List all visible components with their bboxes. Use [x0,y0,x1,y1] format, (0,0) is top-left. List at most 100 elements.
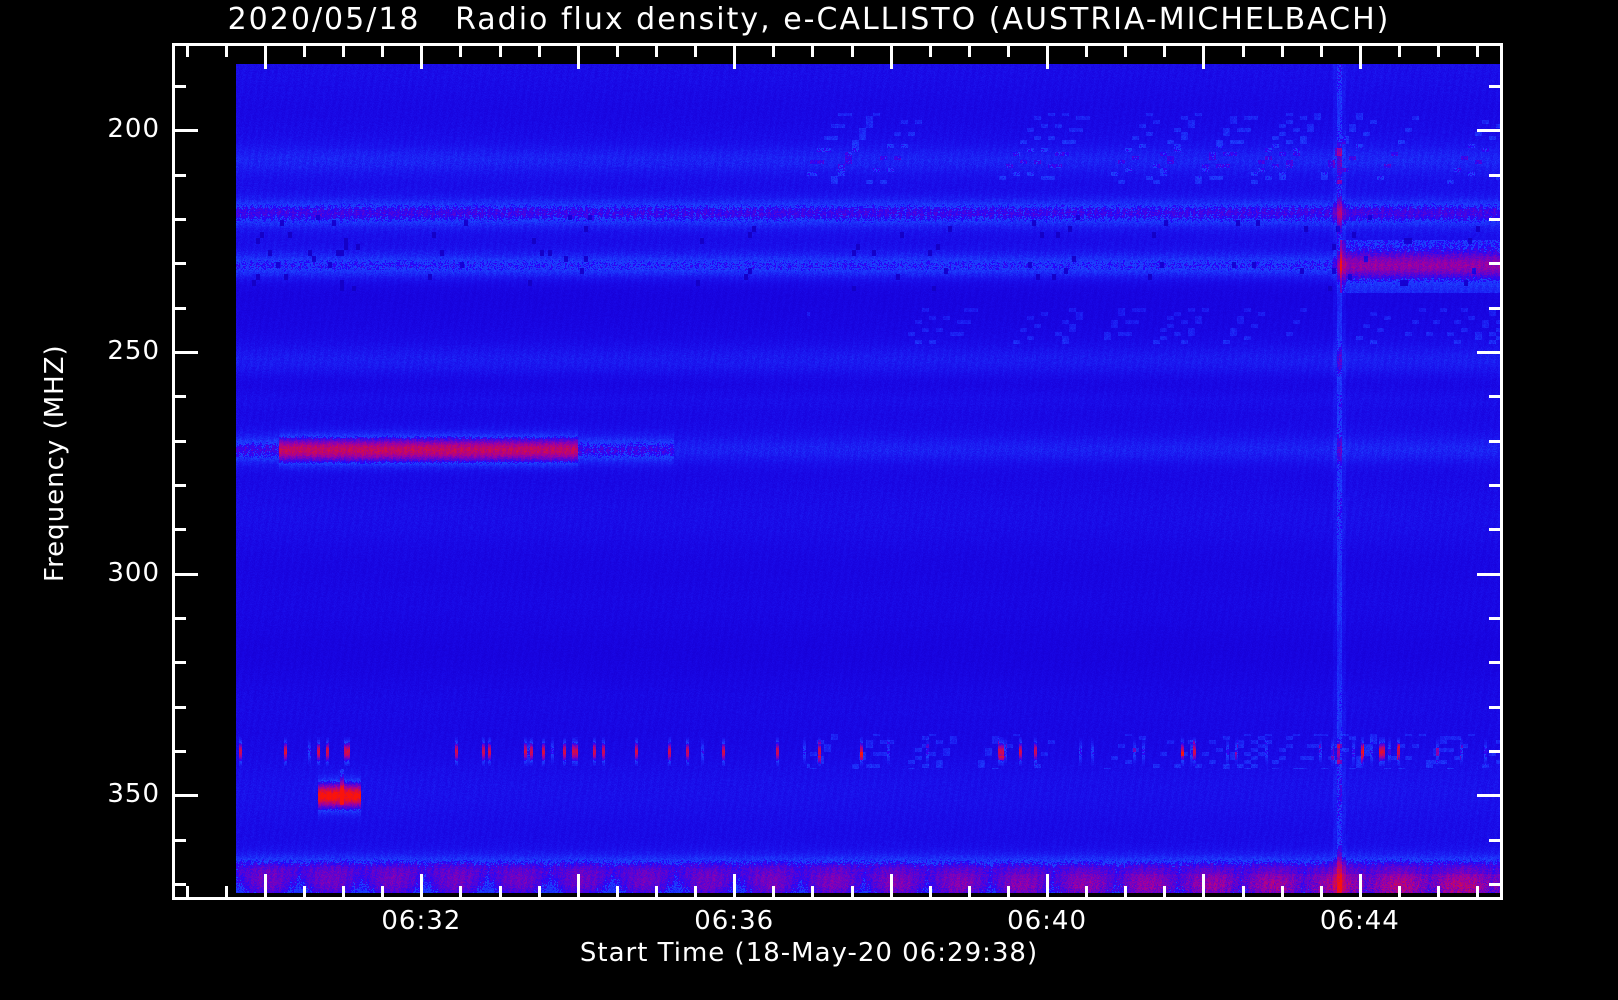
y-tick-right-200 [1477,129,1503,133]
x-tick-top [342,43,346,57]
x-tick-top [1163,43,1167,57]
y-tick-350 [172,794,198,798]
x-tick-bottom [1085,886,1089,900]
x-tick-bottom [928,886,932,900]
x-tick-bottom [733,874,737,900]
y-tick-right-250 [1477,351,1503,355]
x-tick-top [1241,43,1245,57]
x-tick-bottom [1006,886,1010,900]
x-tick-bottom [185,886,189,900]
y-tick-330 [172,705,186,709]
x-tick-top [1319,43,1323,57]
y-tick-250 [172,351,198,355]
spectrogram-raster [236,64,1503,893]
x-tick-bottom [537,886,541,900]
x-tick-bottom [1397,886,1401,900]
x-tick-bottom [654,886,658,900]
x-tick-top [420,43,424,69]
x-tick-label-06:40: 06:40 [1007,906,1087,936]
x-tick-top [1202,43,1206,69]
y-tick-right-190 [1489,85,1503,89]
x-tick-bottom [1046,874,1050,900]
x-tick-top [1124,43,1128,57]
y-tick-right-320 [1489,661,1503,665]
y-tick-right-240 [1489,306,1503,310]
x-tick-bottom [772,886,776,900]
x-tick-top [811,43,815,57]
x-tick-top [1046,43,1050,69]
x-tick-top [381,43,385,57]
y-axis-title: Frequency (MHZ) [40,343,70,582]
x-tick-bottom [889,874,893,900]
y-tick-220 [172,218,186,222]
y-tick-right-300 [1477,572,1503,576]
y-tick-210 [172,173,186,177]
y-tick-label-250: 250 [107,336,160,367]
x-tick-bottom [1319,886,1323,900]
y-tick-290 [172,528,186,532]
x-tick-top [772,43,776,57]
x-tick-top [928,43,932,57]
x-tick-bottom [1280,886,1284,900]
x-tick-bottom [420,874,424,900]
x-tick-bottom [811,886,815,900]
x-tick-bottom [263,874,267,900]
y-tick-right-220 [1489,218,1503,222]
x-tick-top [967,43,971,57]
x-tick-top [185,43,189,57]
y-tick-right-330 [1489,705,1503,709]
x-tick-bottom [459,886,463,900]
x-axis-title: Start Time (18-May-20 06:29:38) [579,938,1039,968]
y-tick-right-230 [1489,262,1503,266]
spectrogram-image [236,64,1503,893]
x-tick-bottom [1437,886,1441,900]
x-tick-top [694,43,698,57]
y-tick-right-360 [1489,838,1503,842]
x-tick-bottom [694,886,698,900]
x-tick-bottom [381,886,385,900]
spectrogram-canvas-holder [236,64,1503,893]
x-tick-bottom [1163,886,1167,900]
y-tick-360 [172,838,186,842]
x-tick-label-06:36: 06:36 [694,906,775,936]
y-tick-310 [172,617,186,621]
x-tick-bottom [1124,886,1128,900]
x-tick-bottom [615,886,619,900]
x-tick-top [498,43,502,57]
y-tick-right-370 [1489,883,1503,887]
x-tick-top [224,43,228,57]
x-tick-top [1437,43,1441,57]
y-tick-right-340 [1489,750,1503,754]
x-tick-top [1397,43,1401,57]
y-tick-230 [172,262,186,266]
x-tick-top [537,43,541,57]
y-tick-320 [172,661,186,665]
x-tick-top [654,43,658,57]
x-tick-top [615,43,619,57]
y-tick-right-290 [1489,528,1503,532]
x-tick-label-06:32: 06:32 [381,906,462,936]
y-tick-240 [172,306,186,310]
y-tick-200 [172,129,198,133]
y-tick-right-310 [1489,617,1503,621]
x-tick-top [303,43,307,57]
x-tick-top [1006,43,1010,57]
y-tick-label-300: 300 [107,557,160,588]
y-tick-label-350: 350 [107,779,160,810]
x-tick-top [1085,43,1089,57]
x-tick-top [459,43,463,57]
x-tick-bottom [498,886,502,900]
y-tick-right-270 [1489,439,1503,443]
x-tick-top [850,43,854,57]
y-tick-right-210 [1489,173,1503,177]
x-tick-bottom [967,886,971,900]
x-tick-bottom [1476,886,1480,900]
x-tick-top [1358,43,1362,69]
y-tick-270 [172,439,186,443]
y-tick-label-200: 200 [107,114,160,145]
y-tick-right-350 [1477,794,1503,798]
y-tick-right-280 [1489,484,1503,488]
x-tick-top [576,43,580,69]
x-tick-top [889,43,893,69]
